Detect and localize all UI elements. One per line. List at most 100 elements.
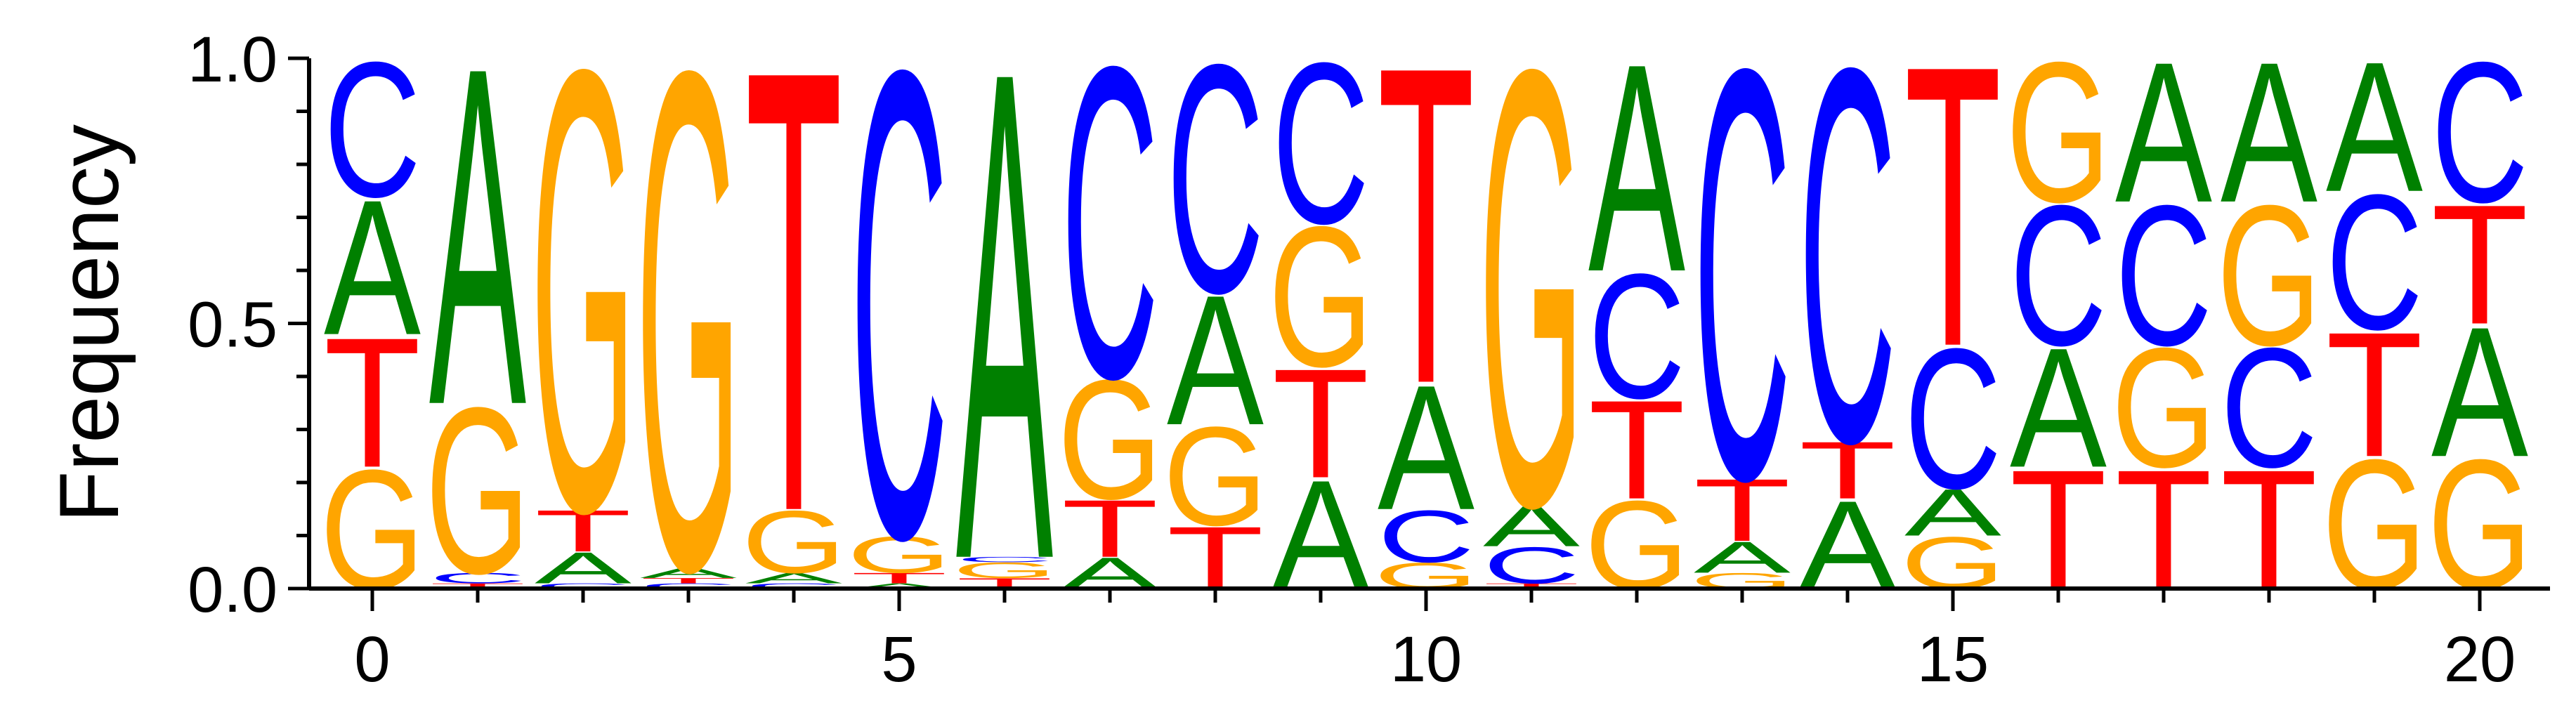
logo-glyph-T: T [1799, 425, 1896, 516]
x-tick-label: 20 [2444, 624, 2516, 695]
logo-glyph-C: C [1483, 537, 1580, 595]
logo-glyph-C: C [2326, 155, 2423, 370]
logo-glyph-T: T [1061, 483, 1158, 575]
logo-glyph-C: C [1799, 0, 1896, 553]
logo-glyph-A: A [2431, 289, 2528, 496]
logo-glyph-T: T [1694, 460, 1791, 560]
logo-glyph-T: T [1483, 582, 1580, 590]
x-tick-label: 10 [1390, 624, 1462, 695]
logo-glyph-T: T [1588, 372, 1685, 529]
logo-glyph-A: A [2326, 24, 2423, 231]
logo-glyph-A: A [851, 582, 948, 590]
logo-glyph-T: T [2326, 295, 2423, 494]
y-tick-label: 0.0 [188, 554, 277, 626]
logo-glyph-C: C [1272, 14, 1369, 271]
logo-glyph-G: G [2006, 21, 2111, 244]
logo-glyph-G: G [1479, 0, 1584, 636]
logo-glyph-C: C [745, 582, 842, 590]
logo-glyph-G: G [1269, 185, 1373, 409]
logo-glyph-C: C [324, 22, 421, 237]
logo-glyph-G: G [953, 558, 1057, 582]
logo-glyph-T: T [745, 0, 842, 643]
logo-glyph-G: G [2217, 164, 2322, 387]
logo-column: ATC [1799, 0, 1896, 616]
logo-glyph-C: C [535, 582, 632, 590]
logo-glyph-A: A [1378, 349, 1475, 548]
logo-glyph-T: T [1904, 0, 2001, 430]
logo-glyph-T: T [1272, 336, 1369, 511]
logo-glyph-T: T [324, 300, 421, 506]
logo-glyph-G: G [2112, 313, 2216, 503]
logo-glyph-C: C [1588, 237, 1685, 435]
x-tick-label: 0 [354, 624, 390, 695]
logo-glyph-C: C [640, 582, 737, 590]
logo-glyph-T: T [640, 577, 737, 585]
logo-glyph-C: C [2221, 313, 2317, 503]
logo-glyph-A: A [2221, 20, 2317, 244]
logo-glyph-C: C [429, 570, 526, 586]
x-axis-ticks: 0 5 10 15 20 [354, 589, 2516, 695]
logo-glyph-T: T [2431, 169, 2528, 360]
logo-glyph-C: C [1694, 0, 1791, 602]
logo-glyph-C: C [1378, 495, 1475, 578]
logo-glyph-A: A [745, 570, 842, 586]
logo-glyph-G: G [531, 0, 636, 643]
logo-glyph-G: G [742, 492, 846, 591]
logo-glyph-T: T [429, 582, 526, 590]
logo-glyph-C: C [2115, 164, 2212, 387]
logo-glyph-C: C [1167, 0, 1264, 362]
logo-glyph-G: G [1058, 345, 1163, 535]
logo-glyph-G: G [847, 526, 952, 584]
y-axis-ticks: 0.0 0.5 1.0 [188, 24, 309, 626]
logo-glyph-A: A [429, 0, 527, 506]
logo-glyph-G: G [426, 359, 530, 624]
logo-glyph-A: A [640, 565, 737, 582]
x-tick-label: 15 [1917, 624, 1989, 695]
logo-glyph-A: A [1694, 532, 1791, 582]
logo-glyph-A: A [1904, 475, 2002, 550]
y-axis-label: Frequency [42, 124, 136, 523]
logo-glyph-G: G [1163, 398, 1268, 555]
logo-glyph-T: T [1378, 0, 1475, 478]
logo-glyph-C: C [1061, 0, 1158, 471]
logo-glyph-A: A [1483, 493, 1581, 559]
logo-glyph-A: A [2115, 20, 2212, 244]
logo-glyph-A: A [1588, 3, 1686, 334]
y-tick-label: 1.0 [188, 24, 277, 96]
logo-glyph-C: C [2010, 164, 2107, 387]
logo-glyph-A: A [324, 159, 421, 375]
logo-glyph-T: T [535, 498, 632, 564]
y-tick-label: 0.5 [188, 289, 277, 361]
logo-glyph-C: C [1904, 307, 2001, 530]
logo-glyph-A: A [2010, 313, 2107, 503]
logo-glyph-C: C [956, 556, 1053, 564]
logo-glyph-A: A [1167, 257, 1264, 464]
axes: 0.0 0.5 1.0 0 5 10 15 20 [188, 24, 2550, 695]
logo-glyph-C: C [2431, 21, 2528, 244]
logo-glyph-T: T [851, 570, 948, 586]
x-tick-label: 5 [881, 624, 917, 695]
logo-glyph-C: C [851, 0, 948, 678]
logo-glyph-A: A [535, 543, 632, 593]
